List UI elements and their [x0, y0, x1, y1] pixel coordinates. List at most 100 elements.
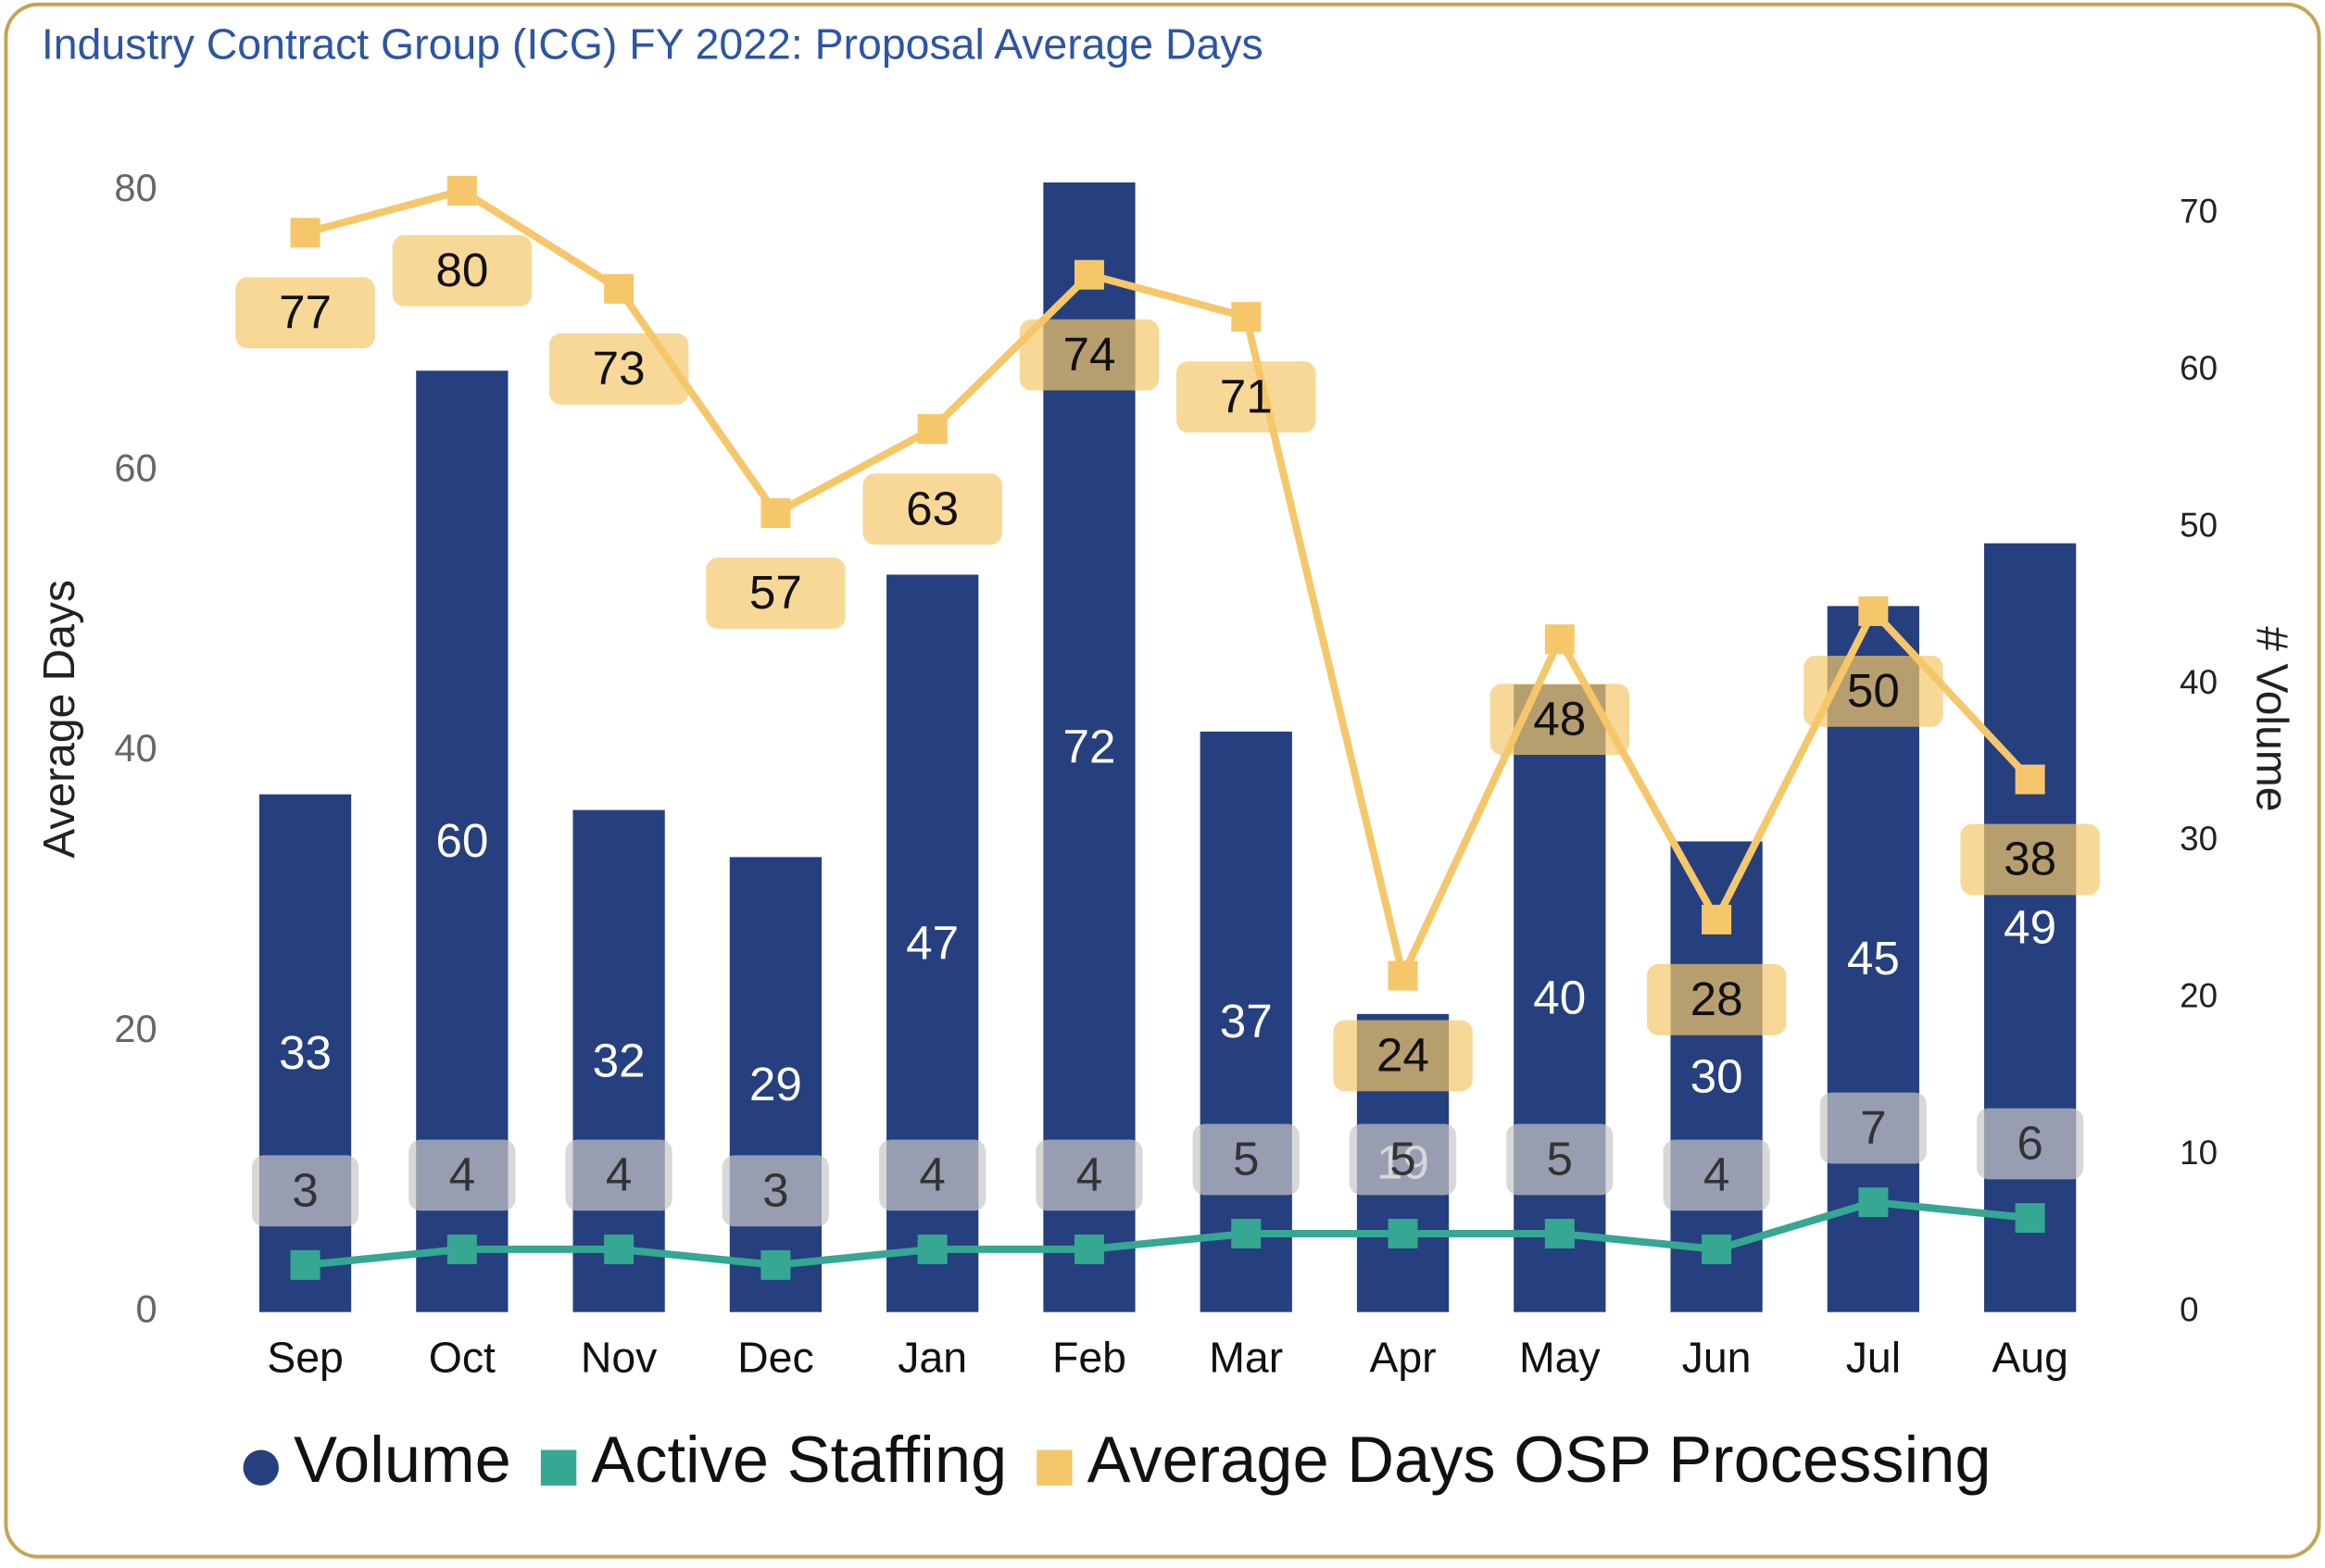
x-tick-label: Aug	[1992, 1334, 2068, 1382]
x-tick-label: Jul	[1846, 1334, 1901, 1382]
bar-value-label: 40	[1533, 972, 1586, 1024]
line-value-label: 77	[279, 285, 332, 338]
line-marker	[1074, 259, 1104, 290]
line-marker	[604, 273, 635, 304]
x-tick-label: Jun	[1682, 1334, 1752, 1382]
line-marker	[290, 218, 320, 248]
y-tick-label: 60	[114, 446, 157, 490]
line-value-label: 4	[1703, 1148, 1730, 1201]
bar-value-label: 33	[279, 1026, 332, 1079]
line-marker	[1231, 302, 1262, 332]
bar-value-label: 29	[749, 1058, 802, 1110]
line-marker	[1544, 624, 1575, 655]
line-value-label: 74	[1062, 328, 1115, 381]
value-label-box	[1192, 1123, 1300, 1196]
y2-axis-label: # Volume	[2246, 626, 2295, 811]
line-value-label: 50	[1847, 664, 1900, 717]
bar	[729, 857, 823, 1312]
value-label-box	[879, 1139, 987, 1211]
line-value-label: 63	[906, 482, 959, 534]
y2-tick-label: 0	[2180, 1290, 2198, 1328]
bar-value-label: 32	[593, 1034, 646, 1086]
bar	[1984, 543, 2077, 1312]
line-value-label: 4	[919, 1148, 946, 1201]
value-label-box	[1036, 1139, 1143, 1211]
y2-tick-label: 60	[2180, 349, 2218, 387]
value-label-box	[548, 332, 689, 405]
value-label-box	[1977, 1108, 2084, 1180]
line-marker	[917, 1234, 948, 1264]
y-tick-label: 80	[114, 166, 157, 209]
line-value-label: 7	[1860, 1101, 1887, 1154]
x-tick-label: Sep	[267, 1334, 344, 1382]
line-value-label: 80	[435, 244, 488, 296]
bar-value-label: 37	[1220, 995, 1273, 1047]
y2-tick-label: 30	[2180, 820, 2218, 858]
line-marker	[604, 1234, 635, 1264]
bar-value-label: 45	[1847, 932, 1900, 985]
line-marker	[1858, 1187, 1889, 1218]
legend-label: Active Staffing	[591, 1423, 1007, 1496]
bar-value-label: 60	[435, 814, 488, 867]
line-marker	[1074, 1234, 1104, 1264]
x-tick-label: Oct	[429, 1334, 496, 1382]
x-tick-label: Dec	[737, 1334, 814, 1382]
y-axis-label: Average Days	[35, 580, 84, 859]
line-marker	[290, 1249, 320, 1280]
line-value-label: 4	[1076, 1148, 1103, 1201]
line-value-label: 24	[1376, 1029, 1429, 1082]
line-marker	[917, 414, 948, 445]
y2-tick-label: 70	[2180, 193, 2218, 231]
value-label-box	[565, 1139, 672, 1211]
bar	[1514, 684, 1606, 1312]
value-label-box	[1333, 1020, 1473, 1092]
line-value-label: 6	[2017, 1117, 2043, 1170]
y2-tick-label: 50	[2180, 506, 2218, 544]
value-label-box	[1803, 655, 1943, 727]
value-label-box	[1489, 684, 1630, 756]
line-value-label: 5	[1547, 1133, 1574, 1185]
frame	[4, 2, 2321, 1559]
value-label-box	[1019, 319, 1160, 391]
line-value-label: 48	[1533, 692, 1586, 745]
legend-label: Average Days OSP Processing	[1087, 1423, 1992, 1496]
value-label-box	[706, 558, 846, 629]
bar-value-label: 30	[1690, 1049, 1743, 1102]
y2-tick-label: 40	[2180, 663, 2218, 701]
line-value-label: 71	[1220, 370, 1273, 422]
line-marker	[1544, 1218, 1575, 1248]
line-value-label: 5	[1389, 1133, 1416, 1185]
y2-tick-label: 10	[2180, 1134, 2218, 1172]
bar	[572, 809, 665, 1312]
value-label-box	[1506, 1123, 1614, 1196]
y-tick-label: 40	[114, 726, 157, 770]
line-value-label: 38	[2004, 833, 2056, 885]
line-marker	[1388, 960, 1418, 991]
legend-marker	[243, 1449, 279, 1486]
y-tick-label: 20	[114, 1007, 157, 1050]
value-label-box	[251, 1155, 359, 1227]
line-marker	[1702, 904, 1732, 935]
line-value-label: 28	[1690, 972, 1743, 1025]
line	[305, 1198, 2031, 1269]
value-label-box	[1960, 823, 2100, 896]
line-marker	[2015, 764, 2045, 795]
line-marker	[446, 175, 477, 206]
x-tick-label: Apr	[1369, 1334, 1436, 1382]
line-value-label: 5	[1233, 1133, 1260, 1185]
line-marker	[760, 1249, 791, 1280]
line-value-label: 73	[593, 342, 646, 395]
line-marker	[1702, 1234, 1732, 1264]
bar-value-label: 49	[2004, 900, 2056, 953]
line	[304, 186, 2033, 980]
value-label-box	[392, 234, 533, 307]
value-label-box	[1663, 1139, 1770, 1211]
value-label-box	[722, 1155, 830, 1227]
legend-marker	[540, 1449, 577, 1486]
line-marker	[1231, 1218, 1262, 1248]
value-label-box	[1349, 1123, 1457, 1196]
line-marker	[1858, 596, 1889, 626]
x-tick-label: Mar	[1209, 1334, 1283, 1382]
x-tick-label: Feb	[1052, 1334, 1126, 1382]
